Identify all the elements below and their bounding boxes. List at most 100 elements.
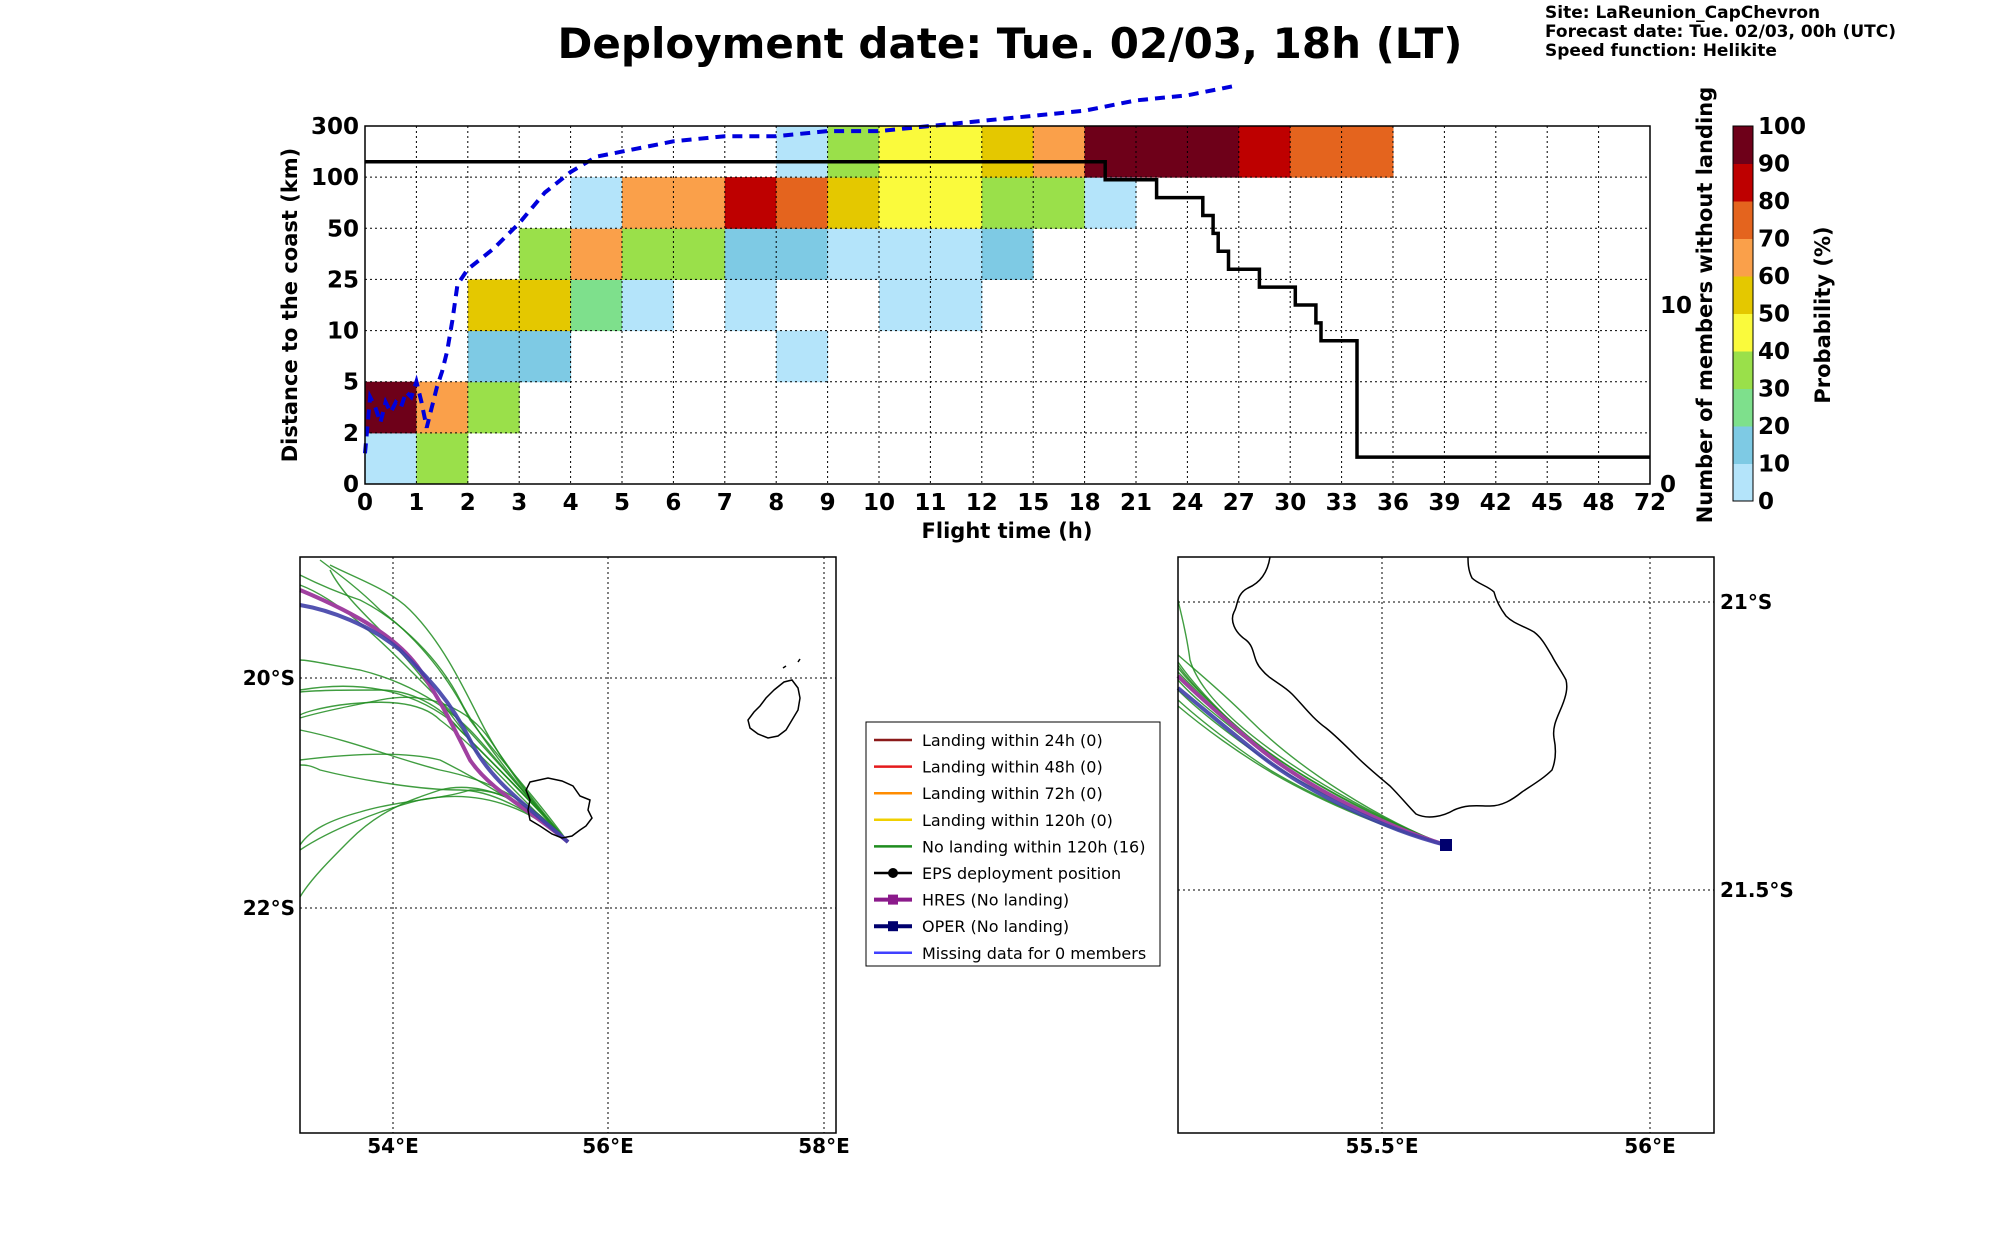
heatmap-cell — [981, 177, 1034, 229]
right-map-lat-tick: 21°S — [1720, 590, 1772, 614]
heatmap-cell — [1238, 126, 1291, 178]
colorbar-tick-label: 40 — [1758, 339, 1790, 365]
left-map-lat-tick: 22°S — [243, 896, 295, 920]
right-map-lat-tick: 21.5°S — [1720, 878, 1794, 902]
x-tick-label: 1 — [408, 490, 424, 516]
left-map: 54°E 56°E 58°E 20°S 22°S — [243, 556, 850, 1158]
x-tick-label: 12 — [966, 490, 998, 516]
heatmap-cell — [1341, 126, 1394, 178]
heatmap-cell — [1136, 126, 1188, 178]
right-map-frame — [1177, 556, 1715, 1134]
heatmap-cell — [827, 228, 880, 280]
track — [299, 701, 569, 843]
track — [1177, 667, 1447, 846]
heatmap-cell — [879, 177, 931, 229]
heatmap-cell — [827, 177, 880, 229]
x-tick-label: 2 — [460, 490, 476, 516]
speed-function-label: Speed function: Helikite — [1545, 41, 1777, 61]
right-axis-label: Number of members without landing — [1693, 87, 1717, 524]
legend-marker — [888, 868, 898, 878]
heatmap-cell — [570, 228, 623, 280]
x-tick-label: 0 — [357, 490, 373, 516]
y-tick-label: 100 — [311, 165, 359, 191]
heatmap-cell — [1187, 126, 1240, 178]
right-map: 55.5°E 56°E 21°S 21.5°S — [1176, 556, 1794, 1158]
colorbar-tick-label: 60 — [1758, 264, 1790, 290]
right-tick-labels: 0 10 — [1660, 293, 1692, 498]
legend-marker — [888, 894, 898, 905]
colorbar-tick-labels: 0 10 20 30 40 50 60 70 80 90 100 — [1758, 114, 1806, 515]
heatmap-cell — [622, 279, 674, 332]
colorbar-segment — [1733, 388, 1753, 427]
x-tick-label: 33 — [1326, 490, 1358, 516]
colorbar-segment — [1733, 238, 1753, 277]
heatmap-cell — [622, 177, 674, 229]
legend-label: Missing data for 0 members — [922, 944, 1146, 963]
heatmap-cell — [930, 228, 983, 280]
legend-label: No landing within 120h (16) — [922, 837, 1145, 856]
legend-label: EPS deployment position — [922, 864, 1121, 883]
heatmap-cell — [930, 279, 983, 332]
heatmap-cell — [673, 228, 726, 280]
heatmap-cell — [673, 177, 726, 229]
x-tick-label: 45 — [1531, 490, 1563, 516]
colorbar-frame — [1732, 125, 1754, 502]
left-map-lon-tick: 58°E — [798, 1134, 850, 1158]
y-axis-label: Distance to the coast (km) — [278, 148, 302, 463]
heatmap-cell — [519, 228, 572, 280]
heatmap-cell — [879, 279, 931, 332]
heatmap-cell — [930, 177, 983, 229]
heatmap-cell — [467, 381, 520, 434]
right-tick-label: 0 — [1660, 472, 1676, 498]
right-tick-label: 10 — [1660, 293, 1692, 319]
x-tick-label: 9 — [820, 490, 836, 516]
left-map-lon-tick: 54°E — [367, 1134, 419, 1158]
legend-label: HRES (No landing) — [922, 891, 1069, 910]
legend-label: Landing within 48h (0) — [922, 758, 1103, 777]
colorbar-segment — [1733, 276, 1753, 314]
track — [299, 574, 569, 843]
colorbar-segment — [1733, 163, 1753, 202]
colorbar-tick-label: 80 — [1758, 189, 1790, 215]
heatmap-cell — [981, 126, 1034, 178]
x-tick-labels: 0 1 2 3 4 5 6 7 8 9 10 11 12 15 18 21 24 27 30 33 36 39 42 45 48… — [357, 490, 1666, 516]
y-tick-label: 0 — [343, 472, 359, 498]
heatmap-cell — [724, 177, 777, 229]
heatmap-cell — [724, 279, 777, 332]
legend-label: Landing within 24h (0) — [922, 731, 1103, 750]
colorbar-segment — [1733, 463, 1753, 502]
deployment-position-marker — [1440, 839, 1452, 851]
colorbar-tick-label: 50 — [1758, 302, 1790, 328]
x-tick-label: 8 — [768, 490, 784, 516]
heatmap-cell — [776, 177, 829, 229]
x-tick-label: 18 — [1069, 490, 1101, 516]
track — [299, 696, 569, 843]
heatmap-cell — [1084, 126, 1137, 178]
x-tick-label: 36 — [1377, 490, 1409, 516]
right-map-oper-track — [1176, 686, 1447, 847]
heatmap-lines — [363, 83, 1650, 459]
heatmap-cell — [1033, 126, 1086, 178]
members-without-landing-line — [365, 160, 1650, 459]
heatmap-cell — [724, 228, 777, 280]
colorbar-segment — [1733, 426, 1753, 464]
colorbar-tick-label: 0 — [1758, 489, 1774, 515]
colorbar-label: Probability (%) — [1811, 226, 1835, 403]
right-map-hres-track — [1176, 674, 1447, 847]
legend-label: OPER (No landing) — [922, 917, 1069, 936]
right-map-lon-tick: 56°E — [1624, 1134, 1676, 1158]
y-tick-label: 25 — [327, 267, 359, 293]
track — [299, 795, 569, 851]
track — [1177, 654, 1447, 846]
right-map-lon-tick: 55.5°E — [1345, 1134, 1418, 1158]
heatmap-cell — [1084, 177, 1137, 229]
heatmap-cell — [519, 330, 572, 383]
x-tick-label: 3 — [511, 490, 527, 516]
track — [319, 559, 569, 843]
x-tick-label: 27 — [1223, 490, 1255, 516]
track — [329, 564, 569, 843]
x-axis-label: Flight time (h) — [922, 519, 1093, 543]
x-tick-label: 30 — [1274, 490, 1306, 516]
heatmap-cell — [416, 381, 469, 434]
